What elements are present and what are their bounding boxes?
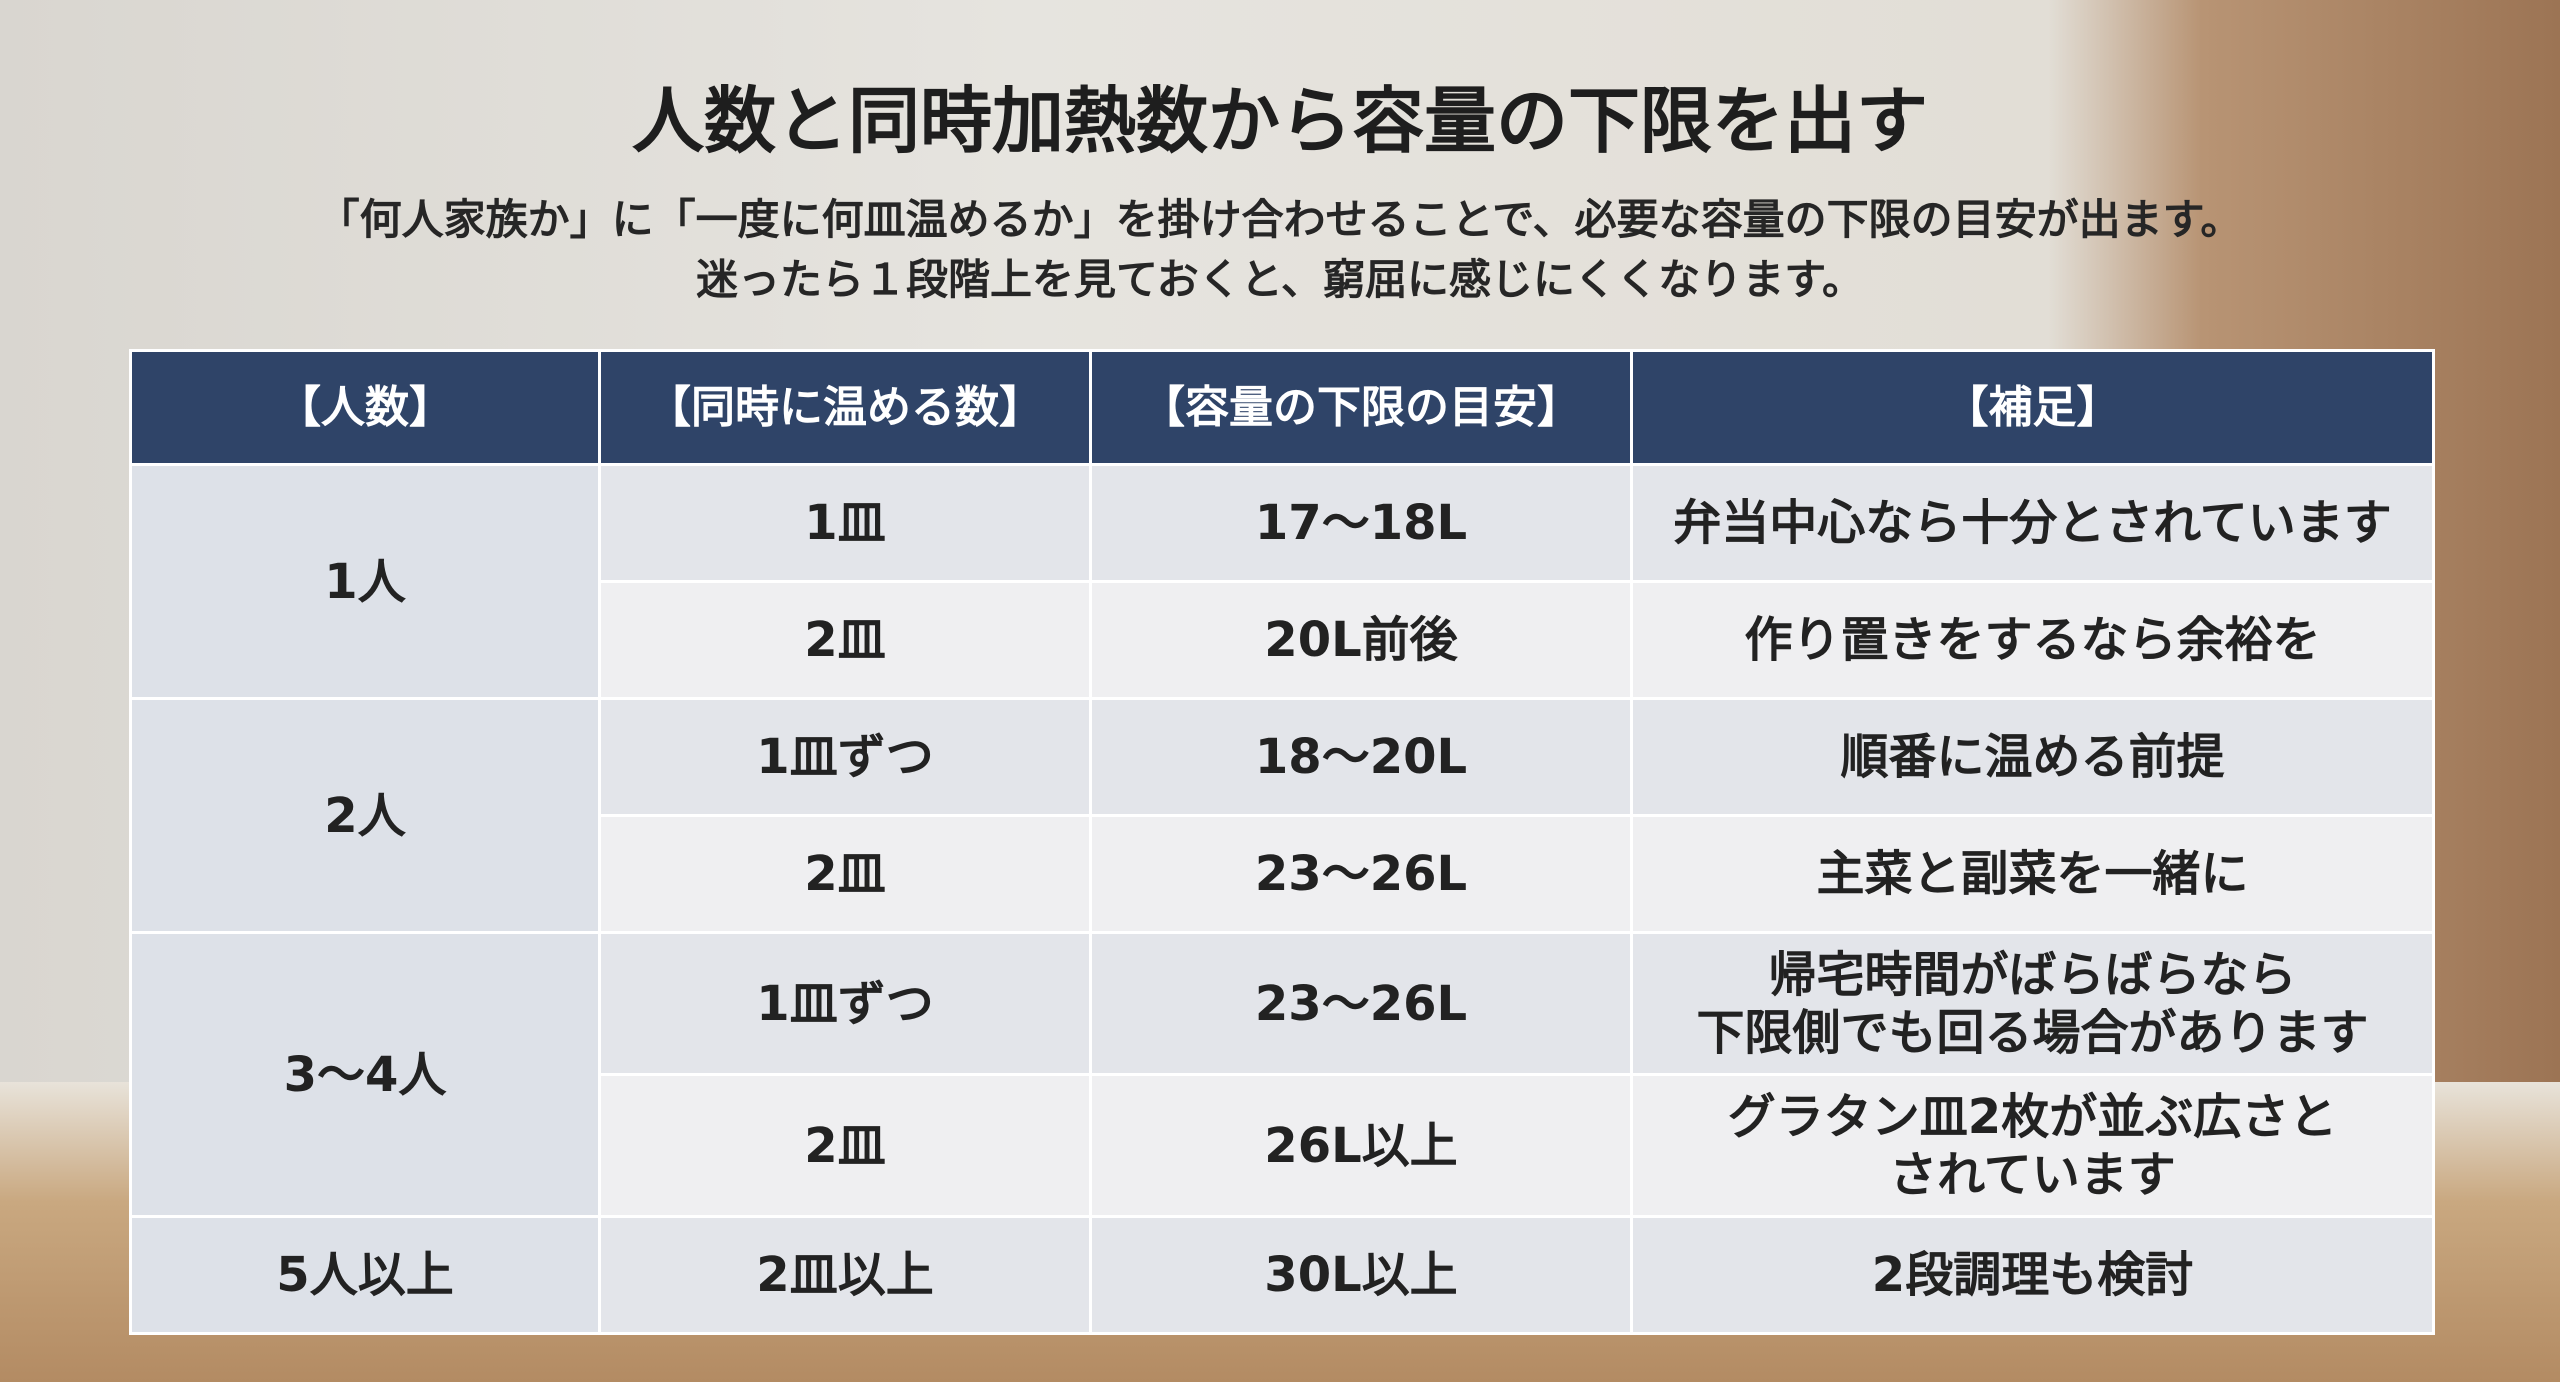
column-header: 【人数】	[129, 349, 601, 466]
title: 人数と同時加熱数から容量の下限を出す	[631, 79, 1928, 163]
table-cell: 帰宅時間がばらばらなら 下限側でも回る場合があります	[1630, 931, 2435, 1076]
capacity-table: 【人数】 【同時に温める数】 【容量の下限の目安】 【補足】 1人 1皿 17〜18L 弁当…	[129, 349, 2435, 1335]
column-header: 【補足】	[1630, 349, 2435, 466]
table-row: 2皿 20L前後 作り置きをするなら余裕を	[131, 580, 2435, 700]
table-cell: 1皿	[598, 463, 1092, 583]
table-cell: 作り置きをするなら余裕を	[1630, 580, 2435, 700]
table-cell: 1皿ずつ	[598, 697, 1092, 817]
table-cell: 2皿以上	[598, 1215, 1092, 1335]
table-cell: 2皿	[598, 580, 1092, 700]
table-cell: 17〜18L	[1089, 463, 1633, 583]
table-row: 2皿 26L以上 グラタン皿2枚が並ぶ広さと されています	[131, 1073, 2435, 1218]
table-row: 5人以上 2皿以上 30L以上 2段調理も検討	[129, 1215, 2435, 1335]
table-cell: 18〜20L	[1089, 697, 1633, 817]
people-cell: 3〜4人	[129, 931, 601, 1218]
table-cell: 弁当中心なら十分とされています	[1630, 463, 2435, 583]
subtitle: 「何人家族か」に「一度に何皿温めるか」を掛け合わせることで、必要な容量の下限の目…	[0, 190, 2560, 310]
table-cell: 20L前後	[1089, 580, 1633, 700]
table-cell: 2皿	[598, 814, 1092, 934]
table-cell: 23〜26L	[1089, 931, 1633, 1076]
table-row: 2人 1皿ずつ 18〜20L 順番に温める前提	[129, 697, 2435, 934]
subtitle-line: 迷ったら１段階上を見ておくと、窮屈に感じにくくなります。	[695, 255, 1865, 304]
column-header: 【同時に温める数】	[598, 349, 1092, 466]
table-cell: グラタン皿2枚が並ぶ広さと されています	[1630, 1073, 2435, 1218]
header-row: 【人数】 【同時に温める数】 【容量の下限の目安】 【補足】	[129, 349, 2435, 466]
table-cell: 26L以上	[1089, 1073, 1633, 1218]
table-cell: 順番に温める前提	[1630, 697, 2435, 817]
subtitle-line: 「何人家族か」に「一度に何皿温めるか」を掛け合わせることで、必要な容量の下限の目…	[317, 195, 2243, 244]
table-cell: 2皿	[598, 1073, 1092, 1218]
table-cell: 主菜と副菜を一緒に	[1630, 814, 2435, 934]
table-row: 1人 1皿 17〜18L 弁当中心なら十分とされています	[129, 463, 2435, 700]
table-cell: 30L以上	[1089, 1215, 1633, 1335]
column-header: 【容量の下限の目安】	[1089, 349, 1633, 466]
table-body: 1人 1皿 17〜18L 弁当中心なら十分とされています 2皿 20L前後 作り置きをするな…	[129, 463, 2435, 1335]
table-cell: 23〜26L	[1089, 814, 1633, 934]
people-cell: 2人	[129, 697, 601, 934]
table-cell: 1皿ずつ	[598, 931, 1092, 1076]
table-cell: 2段調理も検討	[1630, 1215, 2435, 1335]
table-row: 3〜4人 1皿ずつ 23〜26L 帰宅時間がばらばらなら 下限側でも回る場合があります	[129, 931, 2435, 1218]
people-cell: 5人以上	[129, 1215, 601, 1335]
people-cell: 1人	[129, 463, 601, 700]
table-row: 2皿 23〜26L 主菜と副菜を一緒に	[131, 814, 2435, 934]
